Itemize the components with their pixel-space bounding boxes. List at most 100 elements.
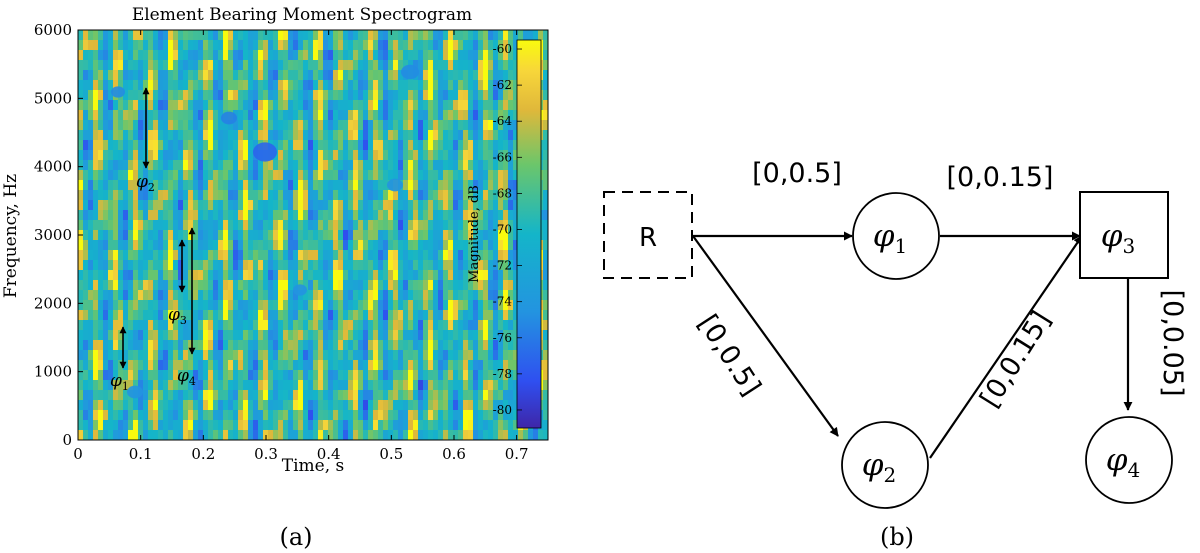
- heatmap-cell: [473, 50, 479, 61]
- heatmap-cell: [533, 430, 539, 440]
- heatmap-cell: [198, 130, 204, 141]
- heatmap-cell: [493, 140, 499, 151]
- heatmap-cell: [388, 420, 394, 431]
- heatmap-cell: [328, 330, 334, 341]
- heatmap-cell: [238, 310, 244, 321]
- heatmap-cell: [368, 210, 374, 221]
- heatmap-cell: [508, 40, 514, 51]
- heatmap-cell: [468, 60, 474, 71]
- heatmap-cell: [298, 330, 304, 341]
- heatmap-cell: [383, 420, 389, 431]
- heatmap-cell: [308, 190, 314, 201]
- heatmap-cell: [118, 390, 124, 401]
- heatmap-cell: [398, 70, 404, 81]
- heatmap-cell: [443, 370, 449, 381]
- heatmap-cell: [303, 430, 309, 440]
- heatmap-cell: [198, 100, 204, 111]
- heatmap-cell: [143, 80, 149, 91]
- heatmap-cell: [213, 390, 219, 401]
- heatmap-cell: [458, 390, 464, 401]
- heatmap-cell: [408, 300, 414, 311]
- heatmap-cell: [223, 330, 229, 341]
- heatmap-cell: [458, 90, 464, 101]
- heatmap-cell: [323, 170, 329, 181]
- spectrogram-panel: Element Bearing Moment Spectrogram -60-6…: [1, 5, 549, 551]
- heatmap-cell: [423, 390, 429, 401]
- heatmap-cell: [113, 100, 119, 111]
- heatmap-cell: [158, 380, 164, 391]
- heatmap-cell: [78, 330, 84, 341]
- heatmap-cell: [393, 330, 399, 341]
- heatmap-cell: [88, 230, 94, 241]
- heatmap-cell: [313, 210, 319, 221]
- heatmap-cell: [378, 90, 384, 101]
- heatmap-cell: [373, 250, 379, 261]
- heatmap-cell: [373, 110, 379, 121]
- heatmap-cell: [303, 100, 309, 111]
- heatmap-cell: [393, 120, 399, 131]
- heatmap-cell: [428, 320, 434, 331]
- heatmap-cell: [543, 260, 548, 271]
- heatmap-cell: [208, 130, 214, 141]
- heatmap-cell: [463, 380, 469, 391]
- heatmap-cell: [383, 30, 389, 41]
- heatmap-cell: [148, 150, 154, 161]
- heatmap-cell: [253, 290, 259, 301]
- heatmap-cell: [353, 160, 359, 171]
- heatmap-cell: [378, 60, 384, 71]
- heatmap-cell: [353, 270, 359, 281]
- heatmap-cell: [118, 130, 124, 141]
- heatmap-cell: [93, 70, 99, 81]
- heatmap-cell: [333, 260, 339, 271]
- heatmap-cell: [438, 380, 444, 391]
- heatmap-cell: [138, 410, 144, 421]
- heatmap-cell: [133, 370, 139, 381]
- heatmap-cell: [258, 340, 264, 351]
- heatmap-cell: [198, 310, 204, 321]
- heatmap-cell: [213, 250, 219, 261]
- heatmap-cell: [498, 110, 504, 121]
- heatmap-cell: [133, 200, 139, 211]
- heatmap-cell: [138, 380, 144, 391]
- heatmap-cell: [468, 170, 474, 181]
- heatmap-cell: [218, 180, 224, 191]
- heatmap-cell: [223, 90, 229, 101]
- heatmap-cell: [118, 80, 124, 91]
- heatmap-cell: [493, 40, 499, 51]
- heatmap-cell: [203, 260, 209, 271]
- heatmap-cell: [463, 390, 469, 401]
- heatmap-cell: [298, 250, 304, 261]
- heatmap-cell: [248, 410, 254, 421]
- heatmap-cell: [318, 270, 324, 281]
- heatmap-cell: [203, 170, 209, 181]
- heatmap-cell: [213, 240, 219, 251]
- heatmap-cell: [313, 370, 319, 381]
- heatmap-cell: [338, 380, 344, 391]
- heatmap-cell: [458, 40, 464, 51]
- heatmap-cell: [253, 90, 259, 101]
- heatmap-cell: [458, 410, 464, 421]
- heatmap-cell: [188, 400, 194, 411]
- heatmap-cell: [198, 60, 204, 71]
- heatmap-cell: [163, 270, 169, 281]
- heatmap-cell: [103, 410, 109, 421]
- heatmap-cell: [98, 100, 104, 111]
- heatmap-cell: [93, 420, 99, 431]
- heatmap-cell: [218, 50, 224, 61]
- heatmap-cell: [268, 130, 274, 141]
- heatmap-cell: [263, 410, 269, 421]
- heatmap-cell: [223, 220, 229, 231]
- heatmap-cell: [198, 290, 204, 301]
- heatmap-cell: [133, 160, 139, 171]
- heatmap-cell: [403, 50, 409, 61]
- heatmap-cell: [163, 280, 169, 291]
- heatmap-cell: [448, 390, 454, 401]
- heatmap-cell: [138, 310, 144, 321]
- heatmap-cell: [233, 260, 239, 271]
- heatmap-cell: [78, 430, 84, 440]
- heatmap-cell: [108, 140, 114, 151]
- node-phi2-label: φ2: [862, 447, 896, 487]
- heatmap-cell: [353, 110, 359, 121]
- heatmap-cell: [403, 340, 409, 351]
